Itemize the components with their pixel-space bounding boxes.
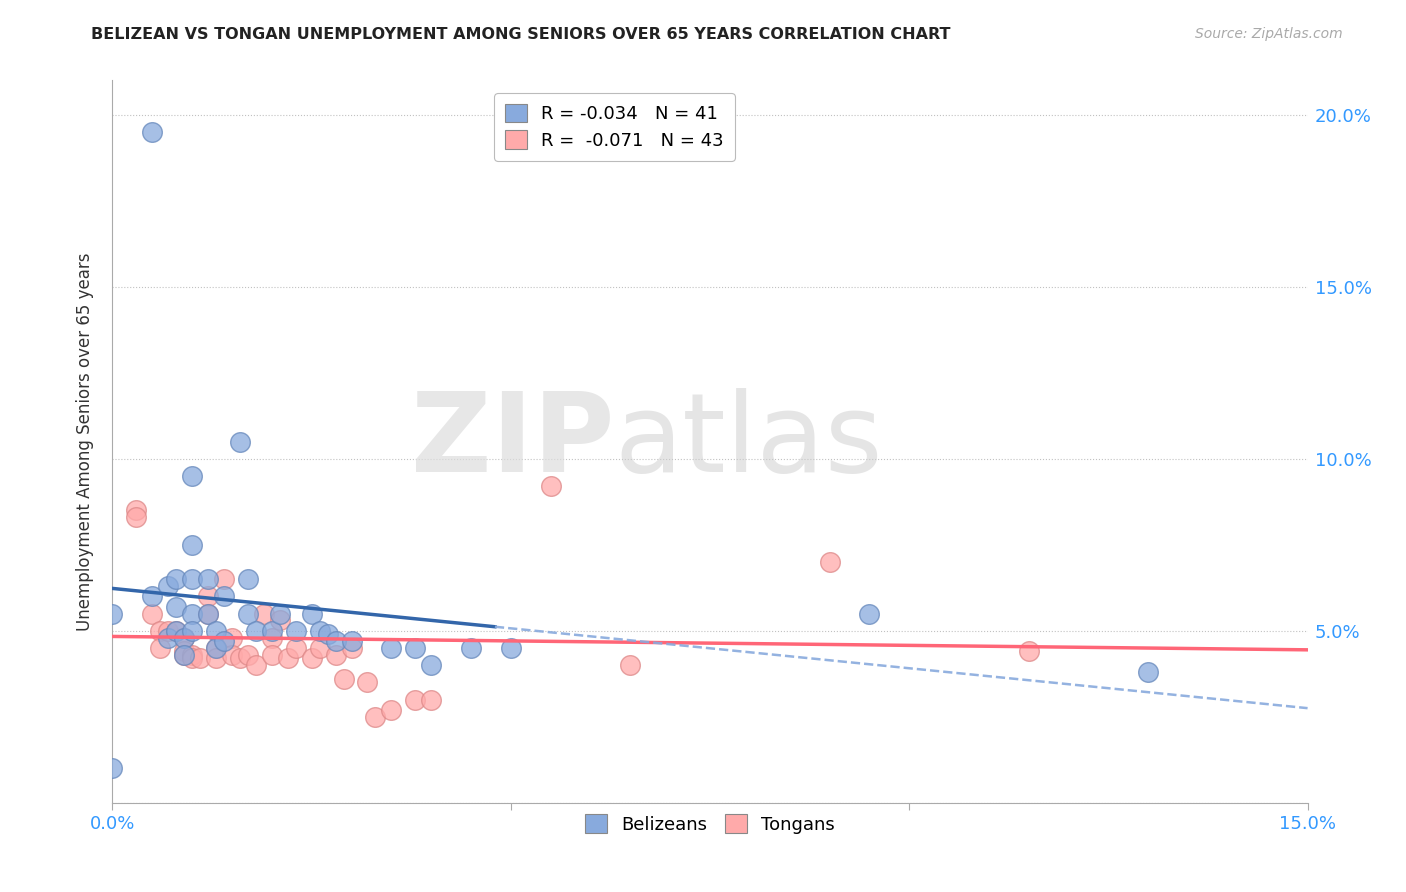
Point	[229, 434, 252, 449]
Point	[380, 640, 402, 655]
Point	[149, 640, 172, 655]
Point	[173, 631, 195, 645]
Point	[260, 631, 283, 645]
Point	[188, 651, 211, 665]
Point	[340, 634, 363, 648]
Point	[404, 640, 426, 655]
Point	[141, 590, 163, 604]
Point	[325, 634, 347, 648]
Point	[236, 607, 259, 621]
Point	[301, 651, 323, 665]
Point	[858, 607, 880, 621]
Point	[356, 675, 378, 690]
Point	[181, 607, 204, 621]
Point	[364, 710, 387, 724]
Point	[197, 590, 219, 604]
Point	[236, 648, 259, 662]
Point	[149, 624, 172, 638]
Point	[101, 607, 124, 621]
Point	[221, 648, 243, 662]
Text: atlas: atlas	[614, 388, 883, 495]
Point	[420, 658, 443, 673]
Point	[165, 624, 187, 638]
Point	[173, 648, 195, 662]
Point	[197, 572, 219, 586]
Point	[420, 692, 443, 706]
Point	[205, 651, 228, 665]
Point	[308, 624, 330, 638]
Point	[212, 634, 235, 648]
Point	[284, 624, 307, 638]
Point	[125, 503, 148, 517]
Point	[229, 651, 252, 665]
Point	[205, 640, 228, 655]
Point	[197, 607, 219, 621]
Point	[141, 125, 163, 139]
Point	[818, 555, 841, 569]
Text: BELIZEAN VS TONGAN UNEMPLOYMENT AMONG SENIORS OVER 65 YEARS CORRELATION CHART: BELIZEAN VS TONGAN UNEMPLOYMENT AMONG SE…	[91, 27, 950, 42]
Point	[245, 658, 267, 673]
Point	[165, 624, 187, 638]
Point	[245, 624, 267, 638]
Point	[157, 631, 180, 645]
Point	[404, 692, 426, 706]
Point	[460, 640, 482, 655]
Point	[173, 644, 195, 658]
Point	[205, 624, 228, 638]
Point	[181, 469, 204, 483]
Point	[181, 538, 204, 552]
Point	[619, 658, 641, 673]
Point	[181, 624, 204, 638]
Text: ZIP: ZIP	[411, 388, 614, 495]
Point	[205, 640, 228, 655]
Point	[173, 648, 195, 662]
Text: Source: ZipAtlas.com: Source: ZipAtlas.com	[1195, 27, 1343, 41]
Point	[269, 607, 291, 621]
Point	[236, 572, 259, 586]
Point	[540, 479, 562, 493]
Point	[212, 572, 235, 586]
Point	[325, 648, 347, 662]
Point	[181, 572, 204, 586]
Point	[173, 631, 195, 645]
Point	[181, 651, 204, 665]
Point	[157, 579, 180, 593]
Y-axis label: Unemployment Among Seniors over 65 years: Unemployment Among Seniors over 65 years	[76, 252, 94, 631]
Point	[277, 651, 299, 665]
Point	[212, 590, 235, 604]
Point	[157, 624, 180, 638]
Point	[181, 648, 204, 662]
Point	[332, 672, 354, 686]
Point	[221, 631, 243, 645]
Point	[260, 624, 283, 638]
Point	[101, 761, 124, 775]
Point	[1137, 665, 1160, 679]
Point	[165, 572, 187, 586]
Point	[1018, 644, 1040, 658]
Legend: Belizeans, Tongans: Belizeans, Tongans	[574, 804, 846, 845]
Point	[340, 640, 363, 655]
Point	[499, 640, 522, 655]
Point	[165, 599, 187, 614]
Point	[308, 640, 330, 655]
Point	[141, 607, 163, 621]
Point	[269, 614, 291, 628]
Point	[260, 648, 283, 662]
Point	[284, 640, 307, 655]
Point	[301, 607, 323, 621]
Point	[197, 607, 219, 621]
Point	[125, 510, 148, 524]
Point	[316, 627, 339, 641]
Point	[380, 703, 402, 717]
Point	[253, 607, 276, 621]
